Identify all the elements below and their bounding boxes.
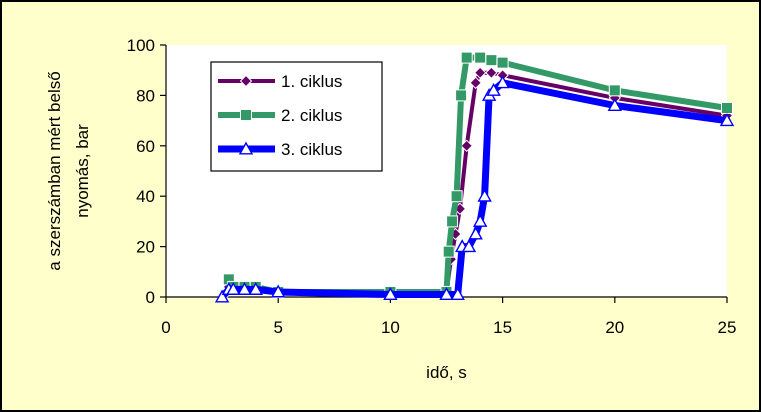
x-tick-label: 5 xyxy=(273,318,282,337)
x-tick-label: 20 xyxy=(605,318,624,337)
y-tick-label: 80 xyxy=(136,86,155,105)
y-axis-title-line1: a szerszámban mért belső xyxy=(45,71,64,270)
x-axis-title: idő, s xyxy=(426,363,467,382)
triangle-marker xyxy=(226,281,241,295)
diamond-marker xyxy=(485,66,498,79)
triangle-marker xyxy=(248,281,263,295)
diamond-marker xyxy=(469,76,482,90)
y-tick-label: 20 xyxy=(136,238,155,257)
x-tick-label: 0 xyxy=(161,318,170,337)
square-marker xyxy=(455,89,468,102)
square-marker xyxy=(721,102,733,114)
y-tick-label: 60 xyxy=(136,137,155,156)
legend-label: 2. ciklus xyxy=(281,106,342,125)
diamond-marker xyxy=(460,139,473,153)
triangle-marker xyxy=(486,82,501,96)
series-3 xyxy=(214,75,735,303)
square-marker xyxy=(460,51,473,64)
triangle-marker xyxy=(383,287,398,300)
x-tick-label: 15 xyxy=(493,318,512,337)
square-marker xyxy=(485,54,498,67)
square-marker xyxy=(442,245,455,258)
triangle-marker xyxy=(495,75,510,89)
x-tick-label: 25 xyxy=(718,318,737,337)
triangle-marker xyxy=(477,188,492,202)
triangle-marker xyxy=(468,226,483,240)
triangle-marker xyxy=(238,141,254,155)
legend-item-1: 1. ciklus xyxy=(218,72,342,91)
legend-label: 3. ciklus xyxy=(281,140,342,159)
square-marker xyxy=(608,84,621,97)
triangle-marker xyxy=(450,287,465,300)
legend-label: 1. ciklus xyxy=(281,72,342,91)
square-marker xyxy=(240,109,252,121)
series-layer xyxy=(214,51,735,303)
triangle-marker xyxy=(214,289,230,303)
triangle-marker xyxy=(271,284,286,298)
legend-item-2: 2. ciklus xyxy=(218,106,342,125)
legend-item-3: 3. ciklus xyxy=(218,140,342,159)
triangle-marker xyxy=(472,213,488,227)
triangle-marker xyxy=(461,239,477,253)
triangle-marker xyxy=(719,113,735,127)
diamond-marker xyxy=(473,66,487,79)
y-axis-title-line2: nyomás, bar xyxy=(73,124,92,218)
triangle-marker xyxy=(607,98,622,111)
y-tick-label: 40 xyxy=(136,187,155,206)
y-tick-label: 100 xyxy=(127,36,155,55)
square-marker xyxy=(450,190,463,203)
triangle-marker xyxy=(237,281,252,295)
legend: 1. ciklus 2. ciklus 3. ciklus xyxy=(210,61,383,172)
diamond-marker xyxy=(239,74,253,88)
square-marker xyxy=(446,215,459,228)
axes: 0 5 10 15 20 25 0 20 40 60 80 100 xyxy=(127,36,737,337)
square-marker xyxy=(474,51,487,64)
y-tick-label: 0 xyxy=(146,288,155,307)
x-tick-label: 10 xyxy=(381,318,400,337)
square-marker xyxy=(496,56,509,69)
triangle-marker xyxy=(439,287,454,300)
